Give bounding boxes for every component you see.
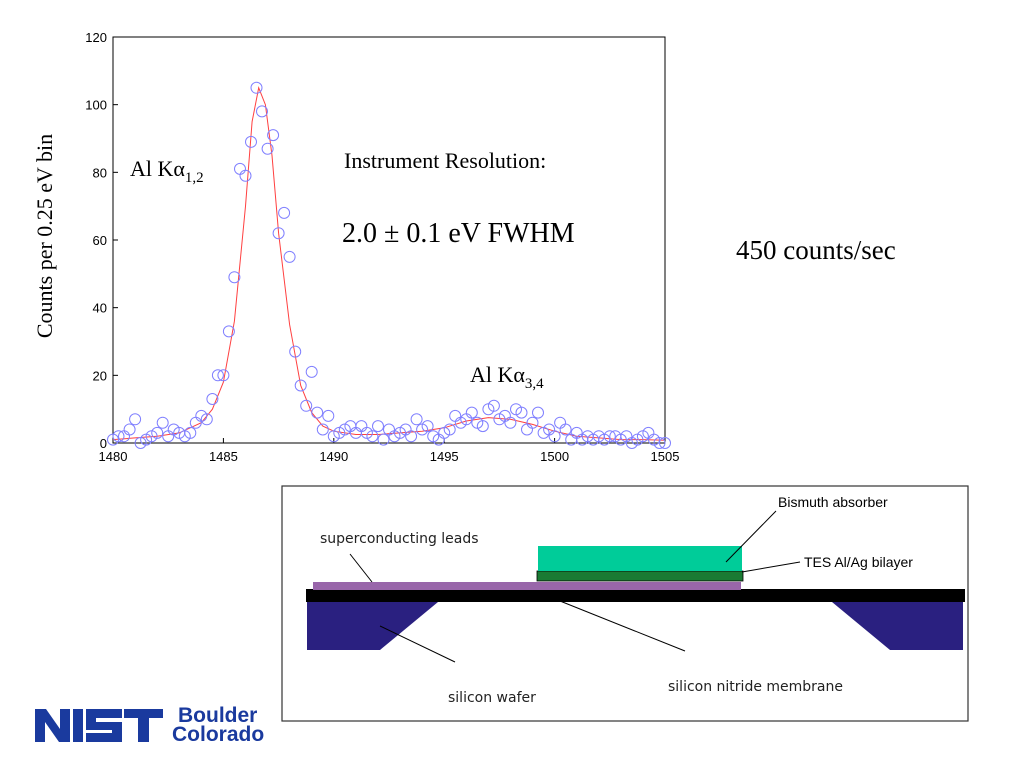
y-tick-label: 20: [93, 368, 107, 383]
data-point: [443, 423, 456, 436]
label-bismuth-absorber: Bismuth absorber: [778, 494, 888, 510]
x-tick-label: 1485: [209, 449, 238, 464]
x-tick-label: 1500: [540, 449, 569, 464]
data-point: [487, 399, 500, 412]
data-point: [603, 430, 616, 443]
data-point: [548, 430, 561, 443]
data-point: [289, 345, 302, 358]
x-axis-ticks: 1480 1485 1490 1495 1500 1505: [99, 438, 680, 464]
y-axis-label: Counts per 0.25 eV bin: [32, 134, 57, 338]
y-tick-label: 0: [100, 436, 107, 451]
plot-frame: [112, 36, 666, 444]
data-point: [228, 271, 241, 284]
data-point: [421, 420, 434, 433]
data-point: [366, 430, 379, 443]
wafer-leader: [379, 625, 456, 663]
logo-line-boulder: Boulder: [178, 704, 257, 727]
x-tick-label: 1490: [319, 449, 348, 464]
data-point: [559, 423, 572, 436]
data-point: [267, 129, 280, 142]
data-point: [653, 437, 666, 449]
x-tick-label: 1495: [430, 449, 459, 464]
data-point: [217, 369, 230, 382]
label-superconducting-leads: superconducting leads: [320, 531, 479, 547]
data-point: [465, 406, 478, 419]
data-point: [476, 420, 489, 433]
x-tick-label: 1505: [651, 449, 680, 464]
silicon-wafer-left: [307, 602, 438, 650]
bismuth-absorber: [538, 546, 742, 571]
data-point: [200, 413, 213, 426]
data-point: [261, 142, 274, 155]
superconducting-leads: [313, 582, 741, 590]
nist-logo: Boulder Colorado: [35, 704, 264, 746]
data-point: [272, 227, 285, 240]
y-tick-label: 120: [85, 30, 107, 45]
count-rate-label: 450 counts/sec: [736, 235, 896, 265]
data-point: [659, 437, 671, 449]
data-point: [145, 430, 158, 443]
peak-label-ka34: Al Kα3,4: [470, 362, 544, 392]
data-point: [250, 81, 263, 94]
data-point: [300, 399, 313, 412]
data-point: [410, 413, 423, 426]
data-point: [112, 430, 125, 443]
y-tick-label: 80: [93, 165, 107, 180]
resolution-value: 2.0 ± 0.1 eV FWHM: [342, 218, 575, 249]
y-tick-label: 40: [93, 301, 107, 316]
data-point: [316, 423, 329, 436]
data-point: [311, 406, 324, 419]
data-point: [123, 423, 136, 436]
data-point: [222, 325, 235, 338]
silicon-nitride-membrane: [306, 589, 965, 602]
data-point: [526, 416, 539, 429]
data-point: [245, 135, 257, 148]
tes-device-diagram: Bismuth absorber TES Al/Ag bilayer super…: [281, 485, 969, 722]
data-point: [184, 426, 197, 439]
data-point: [372, 420, 384, 433]
data-point: [504, 416, 517, 429]
data-point: [256, 105, 268, 118]
data-point: [239, 169, 252, 182]
data-point: [377, 433, 390, 446]
data-point: [405, 430, 418, 443]
y-axis-ticks: 0 20 40 60 80 100 120: [85, 30, 118, 451]
label-silicon-nitride-membrane: silicon nitride membrane: [668, 679, 843, 695]
data-point: [532, 406, 544, 419]
tes-bilayer: [536, 570, 744, 582]
nist-logo-mark: [35, 709, 163, 742]
membrane-leader: [559, 600, 686, 652]
logo-line-colorado: Colorado: [172, 723, 264, 746]
x-tick-label: 1480: [99, 449, 128, 464]
data-point: [322, 409, 335, 422]
label-tes-bilayer: TES Al/Ag bilayer: [804, 554, 913, 570]
data-point: [294, 379, 307, 392]
y-tick-label: 100: [85, 98, 107, 113]
data-point: [151, 426, 164, 439]
spectrum-plot: 1480 1485 1490 1495 1500 1505 0 20 40 60 80 100 120: [85, 30, 679, 464]
peak-label-ka12: Al Kα1,2: [130, 156, 204, 186]
data-points: [107, 81, 671, 449]
data-point: [211, 369, 224, 382]
data-point: [283, 250, 296, 263]
leads-leader: [349, 553, 373, 583]
label-silicon-wafer: silicon wafer: [448, 690, 536, 706]
tes-leader: [741, 561, 801, 573]
y-tick-label: 60: [93, 233, 107, 248]
silicon-wafer-right: [832, 602, 963, 650]
data-point: [156, 416, 169, 429]
resolution-title: Instrument Resolution:: [344, 148, 546, 173]
absorber-leader: [725, 510, 777, 563]
data-point: [515, 406, 528, 419]
data-point: [129, 413, 142, 426]
data-point: [278, 206, 291, 219]
data-point: [305, 365, 318, 378]
data-point: [206, 393, 219, 405]
